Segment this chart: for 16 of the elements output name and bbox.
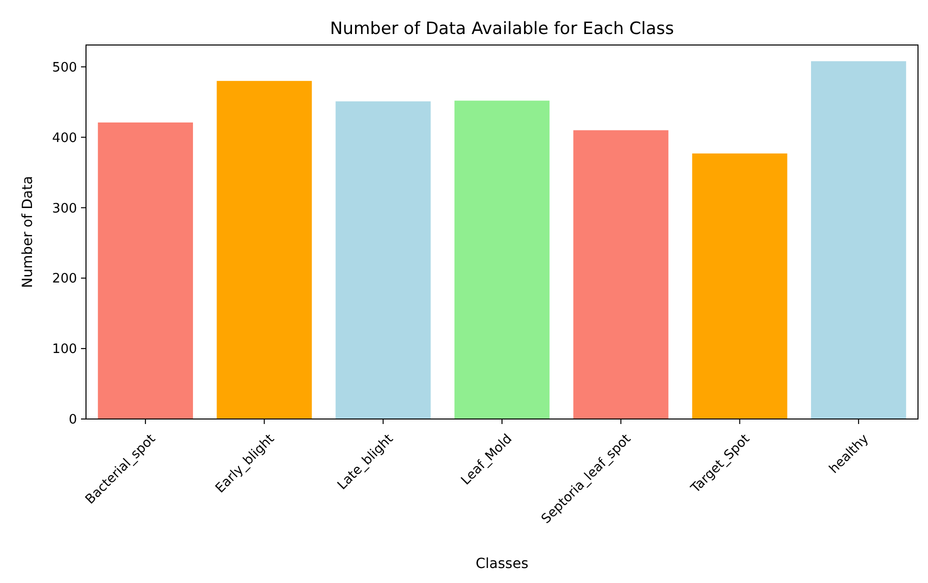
chart-title: Number of Data Available for Each Class [330,19,674,39]
y-tick-label: 400 [52,130,77,146]
bar [811,61,906,419]
bar [573,130,668,419]
y-tick-label: 0 [68,412,77,428]
bar [692,153,788,419]
y-tick-label: 300 [52,201,77,216]
bar [336,101,431,419]
bar [216,80,312,419]
bar [98,122,193,419]
y-tick-label: 200 [52,272,77,287]
y-tick-label: 500 [52,60,77,76]
bar [454,100,550,419]
y-tick-label: 100 [52,342,77,358]
y-axis-title: Number of Data [20,176,36,288]
x-axis-title: Classes [476,556,528,572]
